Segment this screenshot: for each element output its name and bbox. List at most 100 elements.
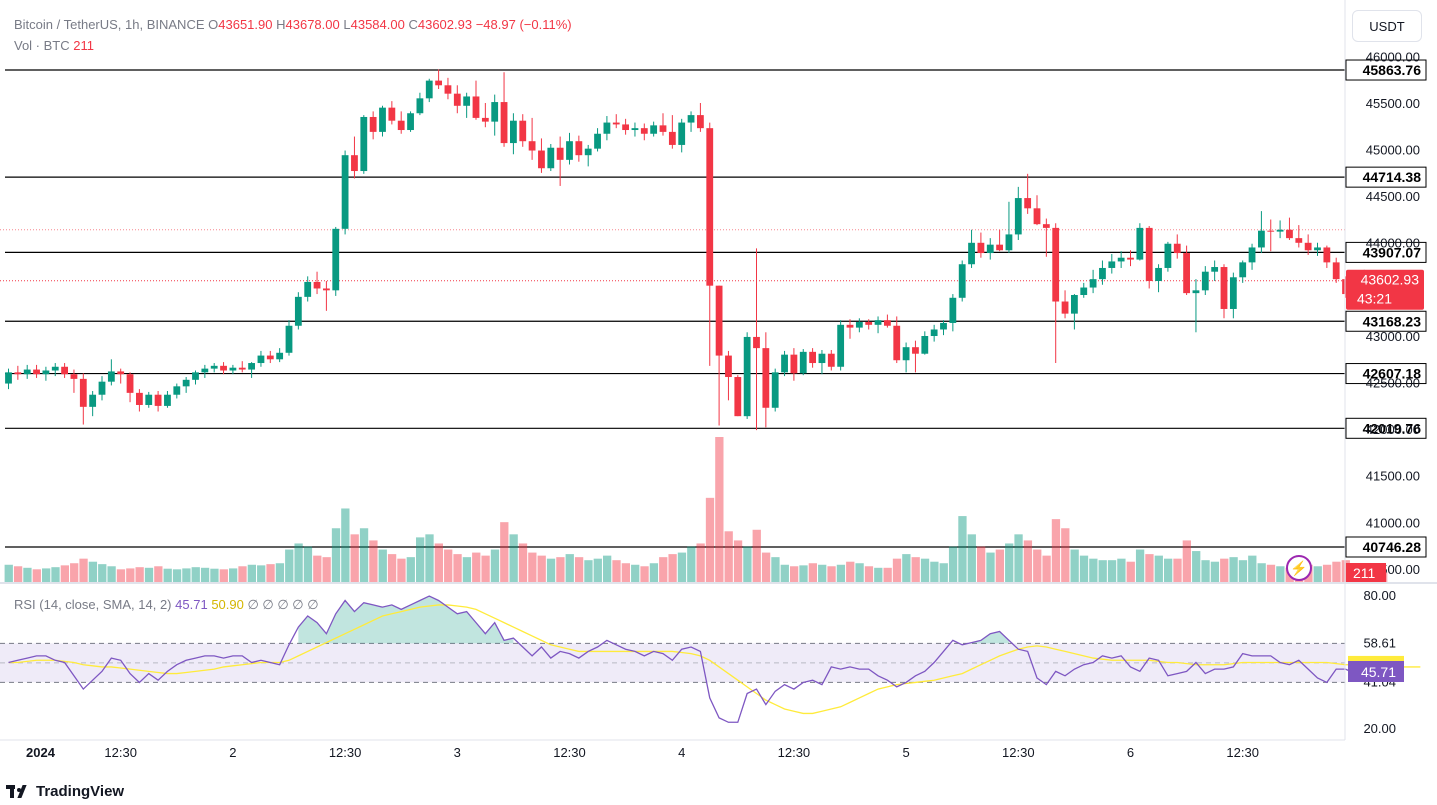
candle-body <box>1295 238 1303 243</box>
candle-body <box>528 141 536 151</box>
candle-body <box>827 353 835 367</box>
candle-body <box>294 296 302 326</box>
candle-body <box>715 285 723 356</box>
last-price-box <box>1346 269 1424 310</box>
price-axis[interactable]: 46000.00 45500.00 45000.00 44500.00 44000.00… <box>1346 49 1424 583</box>
volume-bar <box>444 549 453 583</box>
volume-bar <box>425 534 434 583</box>
volume-bar <box>70 563 79 583</box>
candle-body <box>220 365 227 371</box>
volume-bar <box>1238 560 1248 583</box>
volume-bar <box>939 563 948 583</box>
volume-bar <box>1023 540 1033 583</box>
open-label: O <box>208 17 219 32</box>
volume-bar <box>659 557 668 583</box>
candle-body <box>98 381 106 395</box>
volume-bar <box>883 567 892 583</box>
volume-bar <box>1107 560 1117 583</box>
time-tick-label: 4 <box>678 745 685 760</box>
candle-body <box>594 133 601 149</box>
rsi-tick-label: 80.00 <box>1363 588 1396 603</box>
time-tick-label: 2 <box>229 745 236 760</box>
candle-body <box>1267 230 1275 232</box>
volume-bar <box>294 543 303 583</box>
candle-body <box>949 297 957 323</box>
volume-bar <box>116 569 126 583</box>
tradingview-brand[interactable]: TradingView <box>6 783 124 800</box>
candle-body <box>1220 267 1228 309</box>
volume-bar <box>285 549 294 583</box>
candle-body <box>257 355 265 364</box>
volume-bar <box>780 564 789 583</box>
candle-body <box>1005 234 1013 251</box>
candle-body <box>425 80 433 99</box>
volume-bar <box>948 546 958 583</box>
volume-bar <box>1079 555 1089 583</box>
candle-body <box>117 371 125 375</box>
volume-bar <box>1276 566 1285 583</box>
candle-body <box>201 368 209 373</box>
volume-bar <box>668 554 677 583</box>
candle-body <box>1342 279 1349 295</box>
low-label: L <box>343 17 351 32</box>
candle-body <box>173 386 181 395</box>
currency-button[interactable]: USDT <box>1352 10 1422 42</box>
level-label: 44714.38 <box>1363 169 1422 185</box>
volume-bar <box>1098 560 1107 583</box>
volume-bar <box>313 555 322 583</box>
volume-bar <box>1070 549 1079 583</box>
level-label-box <box>1345 417 1427 439</box>
candle-body <box>659 125 667 132</box>
symbol-title[interactable]: Bitcoin / TetherUS, 1h, BINANCE <box>14 17 205 32</box>
volume-bar <box>1164 558 1173 583</box>
volume-bar <box>640 566 649 583</box>
time-axis[interactable]: 2024 12:30 2 12:30 3 12:30 4 12:30 5 12:30 6 12:30 <box>26 745 1259 760</box>
volume-bar <box>481 555 490 583</box>
volume-bar <box>733 540 743 583</box>
volume-bar <box>874 567 883 583</box>
high-value: 43678.00 <box>285 17 340 32</box>
volume-bar <box>172 569 182 583</box>
candle-body <box>14 372 22 375</box>
volume-label[interactable]: Vol · BTC <box>14 38 70 53</box>
candle-body <box>351 155 358 172</box>
level-label-box <box>1345 59 1427 81</box>
candle-body <box>1061 301 1069 314</box>
level-label: 43907.07 <box>1363 244 1422 260</box>
lightning-icon[interactable]: ⚡ <box>1286 555 1312 581</box>
high-label: H <box>276 17 286 32</box>
volume-bar <box>98 564 107 583</box>
candle-body <box>164 394 171 406</box>
rsi-label[interactable]: RSI (14, close, SMA, 14, 2) <box>14 597 172 612</box>
candle-body <box>940 322 947 330</box>
volume-bar <box>500 522 509 583</box>
volume-bar <box>32 569 41 583</box>
candle-body <box>1014 198 1022 235</box>
candle-body <box>276 352 284 360</box>
volume-bar <box>490 549 500 583</box>
volume-bar <box>350 534 359 583</box>
candle-body <box>453 93 461 106</box>
candle-body <box>1332 262 1340 280</box>
volume-bar <box>902 554 911 583</box>
volume-value: 211 <box>73 38 94 53</box>
candle-body <box>668 131 676 145</box>
candle-body <box>341 155 349 229</box>
candle-body <box>1080 287 1088 295</box>
candle-body <box>799 351 807 374</box>
volume-bar <box>341 508 350 583</box>
time-tick-label: 12:30 <box>553 745 586 760</box>
volume-bar <box>1257 563 1266 583</box>
level-label: 40746.28 <box>1363 539 1422 555</box>
volume-bar <box>4 564 13 583</box>
candle-body <box>1024 198 1032 209</box>
volume-bar <box>60 565 69 583</box>
level-label-box <box>1345 166 1427 188</box>
time-tick-label: 12:30 <box>1002 745 1035 760</box>
candle-body <box>556 147 564 160</box>
volume-bar <box>1014 534 1023 583</box>
price-tick-label: 41500.00 <box>1366 469 1420 484</box>
volume-bar <box>846 561 855 583</box>
candle-body <box>1258 230 1265 248</box>
